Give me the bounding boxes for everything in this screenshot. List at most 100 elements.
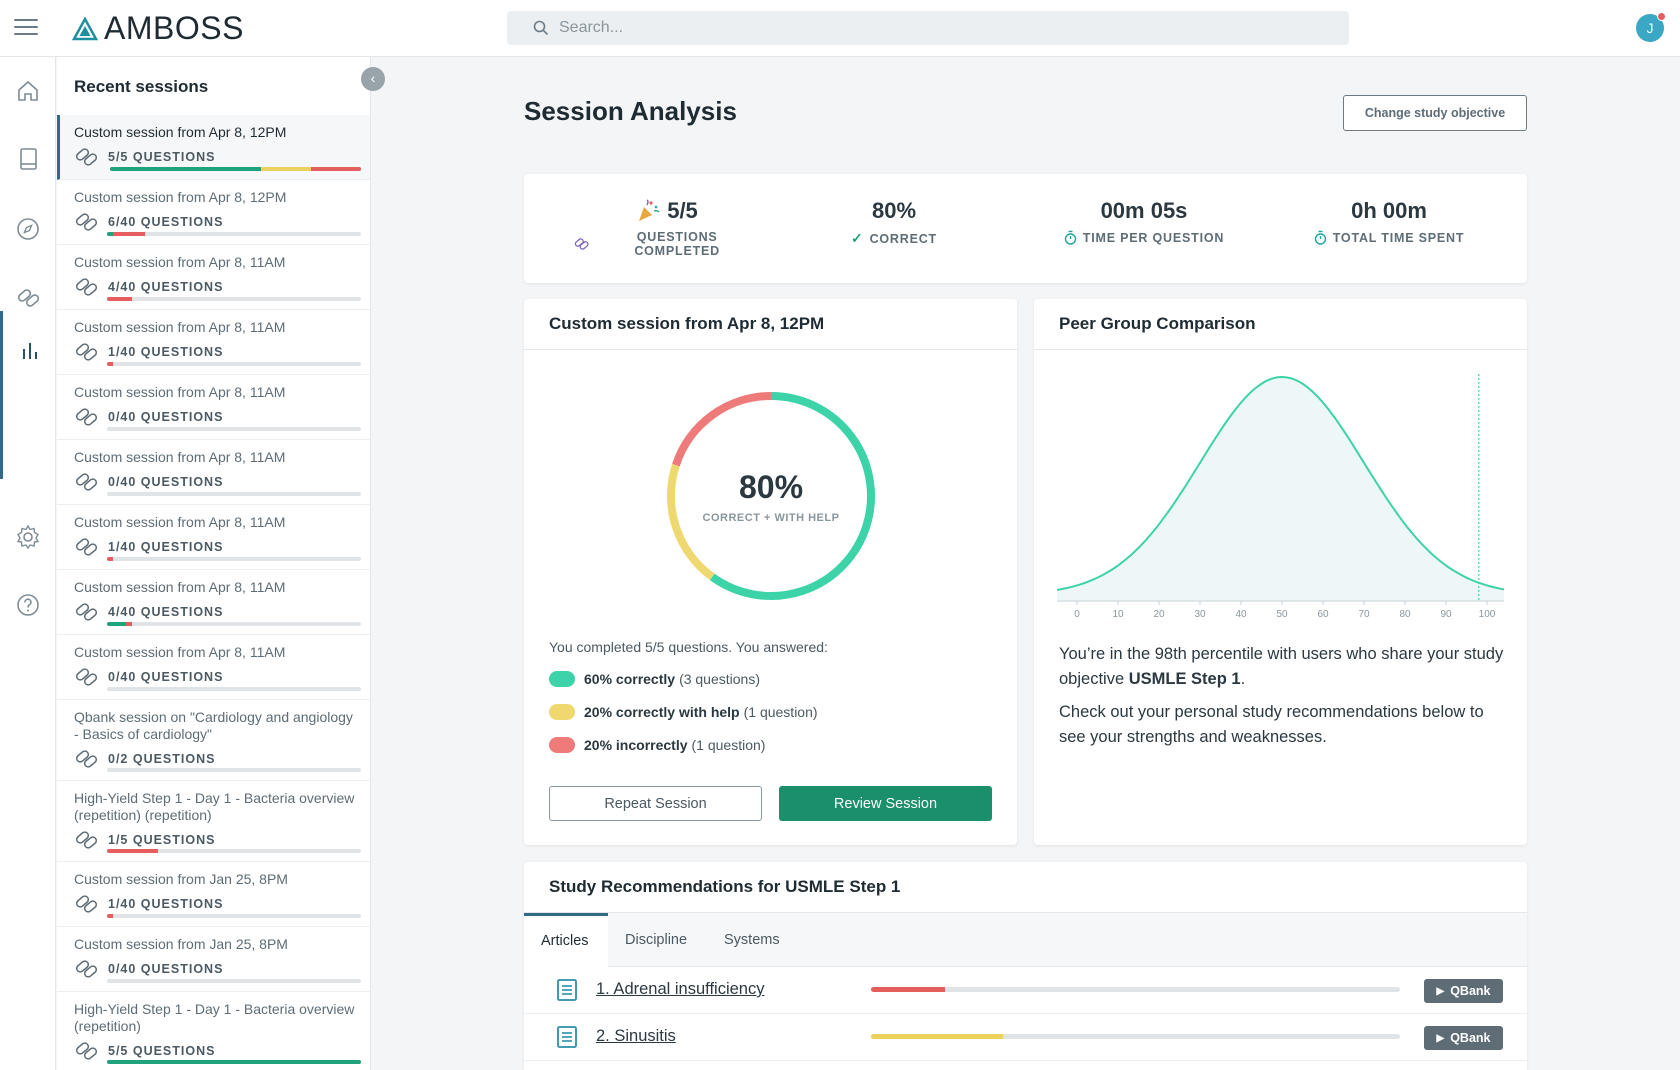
recent-sessions-panel: Recent sessions Custom session from Apr … — [57, 57, 371, 1070]
progress-incorrect — [113, 232, 146, 236]
session-item[interactable]: Custom session from Apr 8, 11AM 4/40 QUES… — [57, 245, 370, 310]
legend-swatch — [549, 737, 575, 753]
rail-help[interactable] — [0, 577, 56, 633]
rail-analysis[interactable] — [0, 311, 56, 479]
pills-icon — [75, 278, 98, 296]
x-tick-label: 30 — [1194, 609, 1206, 619]
legend-rest: (1 question) — [691, 737, 766, 753]
progress-correct — [107, 232, 114, 236]
session-count: 6/40 QUESTIONS — [108, 215, 224, 229]
stopwatch-icon — [1064, 230, 1076, 245]
completed-value: 5/5 — [667, 198, 698, 223]
rail-qbank[interactable] — [0, 269, 56, 325]
stat-time-per-question: 00m 05s TIME PER QUESTION — [1054, 198, 1234, 246]
pills-icon — [75, 895, 98, 913]
change-study-objective-button[interactable]: Change study objective — [1343, 95, 1527, 131]
session-item[interactable]: Custom session from Apr 8, 11AM 1/40 QUES… — [57, 505, 370, 570]
session-item[interactable]: Qbank session on "Cardiology and angiolo… — [57, 700, 370, 781]
pills-icon — [75, 473, 98, 491]
session-item[interactable]: High-Yield Step 1 - Day 1 - Bacteria ove… — [57, 781, 370, 862]
percentile-text-post: . — [1240, 670, 1246, 688]
x-tick-label: 70 — [1358, 609, 1370, 619]
session-item[interactable]: Custom session from Apr 8, 12PM 5/5 QUEST… — [57, 115, 370, 180]
qbank-button[interactable]: ▶ QBank — [1424, 1026, 1503, 1050]
home-icon — [18, 80, 38, 101]
pills-icon — [75, 603, 98, 621]
session-name: Custom session from Jan 25, 8PM — [74, 871, 288, 887]
correct-value: 80% — [871, 198, 917, 223]
session-progress-bar — [107, 914, 361, 918]
x-tick-label: 90 — [1440, 609, 1452, 619]
search-icon — [533, 20, 549, 36]
legend-bold: 20% correctly with help — [584, 704, 740, 720]
article-link[interactable]: 2. Sinusitis — [596, 1027, 676, 1045]
rail-explore[interactable] — [0, 201, 56, 257]
pills-icon — [75, 960, 98, 978]
x-tick-label: 100 — [1479, 609, 1496, 619]
session-item[interactable]: Custom session from Apr 8, 11AM 0/40 QUES… — [57, 440, 370, 505]
legend-correct: 60% correctly (3 questions) — [549, 671, 760, 687]
session-progress-bar — [110, 167, 361, 171]
donut-svg — [667, 392, 875, 600]
session-count: 1/5 QUESTIONS — [108, 833, 216, 847]
tab-systems[interactable]: Systems — [724, 932, 780, 948]
qbank-button[interactable]: ▶ QBank — [1424, 979, 1503, 1003]
session-item[interactable]: Custom session from Jan 25, 8PM 1/40 QUES… — [57, 862, 370, 927]
repeat-session-button[interactable]: Repeat Session — [549, 786, 762, 821]
peer-card-title: Peer Group Comparison — [1034, 299, 1527, 350]
qbank-label: QBank — [1450, 984, 1491, 998]
session-item[interactable]: Custom session from Apr 8, 11AM 0/40 QUES… — [57, 635, 370, 700]
peer-distribution-chart: 0 10 20 30 40 50 60 70 80 90 100 — [1056, 374, 1505, 619]
session-progress-bar — [107, 768, 361, 772]
pills-icon — [75, 148, 98, 166]
search-box[interactable] — [507, 11, 1349, 45]
rail-library[interactable] — [0, 131, 56, 187]
article-icon[interactable] — [556, 1025, 578, 1049]
logo[interactable]: AMBOSS — [72, 10, 244, 47]
qbank-label: QBank — [1450, 1031, 1491, 1045]
donut-segment-correct — [709, 392, 875, 600]
session-item[interactable]: Custom session from Apr 8, 12PM 6/40 QUES… — [57, 180, 370, 245]
play-icon: ▶ — [1436, 985, 1445, 997]
session-meta: 5/5 QUESTIONS — [74, 144, 361, 170]
rail-settings[interactable] — [0, 509, 56, 565]
progress-incorrect — [107, 557, 114, 561]
progress-correct — [107, 622, 127, 626]
session-item[interactable]: Custom session from Apr 8, 11AM 1/40 QUES… — [57, 310, 370, 375]
tab-articles[interactable]: Articles — [524, 913, 608, 967]
session-progress-bar — [107, 849, 361, 853]
session-meta: 0/40 QUESTIONS — [74, 956, 361, 982]
search-input[interactable] — [559, 19, 1259, 37]
session-item[interactable]: Custom session from Apr 8, 11AM 0/40 QUES… — [57, 375, 370, 440]
article-progress-fill — [871, 1034, 1004, 1039]
session-count: 0/40 QUESTIONS — [108, 962, 224, 976]
progress-correct — [107, 1060, 361, 1064]
session-meta: 4/40 QUESTIONS — [74, 274, 361, 300]
session-item[interactable]: High-Yield Step 1 - Day 1 - Bacteria ove… — [57, 992, 370, 1070]
progress-incorrect — [107, 849, 158, 853]
menu-icon[interactable] — [14, 16, 38, 38]
compass-icon — [17, 218, 39, 240]
session-meta: 0/40 QUESTIONS — [74, 664, 361, 690]
stat-total-time: 0h 00m TOTAL TIME SPENT — [1299, 198, 1479, 246]
collapse-panel-button[interactable]: ‹ — [361, 67, 385, 91]
session-meta: 4/40 QUESTIONS — [74, 599, 361, 625]
review-session-button[interactable]: Review Session — [779, 786, 992, 821]
avatar[interactable]: J — [1636, 12, 1666, 42]
session-stats-card: 5/5 QUESTIONS COMPLETED 80% ✓ CORRECT 00… — [524, 174, 1527, 283]
donut-label: CORRECT + WITH HELP — [702, 511, 840, 524]
tab-discipline[interactable]: Discipline — [625, 932, 688, 948]
article-progress-bar — [871, 987, 1400, 992]
progress-correct — [110, 167, 261, 171]
session-count: 1/40 QUESTIONS — [108, 897, 224, 911]
legend-swatch — [549, 704, 575, 720]
session-item[interactable]: Custom session from Apr 8, 11AM 4/40 QUES… — [57, 570, 370, 635]
session-name: Qbank session on "Cardiology and angiolo… — [74, 709, 353, 742]
peer-comparison-card: Peer Group Comparison 0 10 20 30 40 50 60 70 80 9… — [1034, 299, 1527, 845]
session-item[interactable]: Custom session from Jan 25, 8PM 0/40 QUES… — [57, 927, 370, 992]
rail-home[interactable] — [0, 63, 56, 119]
article-link[interactable]: 1. Adrenal insufficiency — [596, 980, 765, 998]
progress-incorrect — [107, 297, 133, 301]
pills-icon — [75, 213, 98, 231]
article-icon[interactable] — [556, 978, 578, 1002]
